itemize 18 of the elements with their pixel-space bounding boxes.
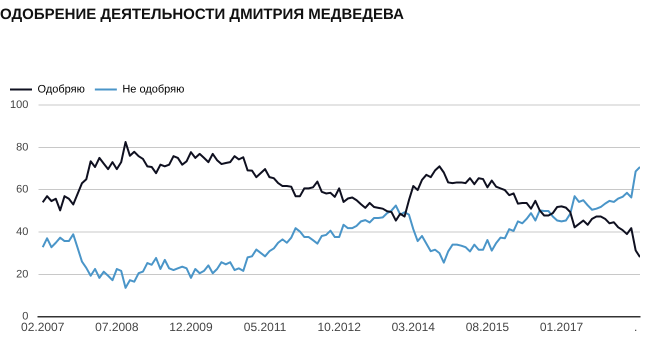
legend-label: Одобряю [38,84,85,96]
x-tick-label: 02.2007 [21,320,65,334]
y-tick-label: 20 [16,268,28,280]
x-tick-label: . [634,320,638,334]
x-tick-label: 08.2015 [466,320,510,334]
y-tick-label: 60 [16,184,28,196]
x-tick-label: 01.2017 [540,320,584,334]
legend-label: Не одобряю [122,84,184,96]
x-tick-label: 05.2011 [244,320,287,334]
x-tick-label: 03.2014 [392,320,436,334]
y-tick-label: 80 [16,141,28,154]
x-tick-label: 07.2008 [95,320,139,334]
y-tick-label: 40 [16,226,28,238]
x-tick-label: 10.2012 [317,320,362,334]
y-tick-label: 100 [10,99,28,112]
x-tick-label: 12.2009 [169,320,213,334]
chart-title: ОДОБРЕНИЕ ДЕЯТЕЛЬНОСТИ ДМИТРИЯ МЕДВЕДЕВА [0,6,404,24]
y-tick-label: 0 [22,310,28,323]
